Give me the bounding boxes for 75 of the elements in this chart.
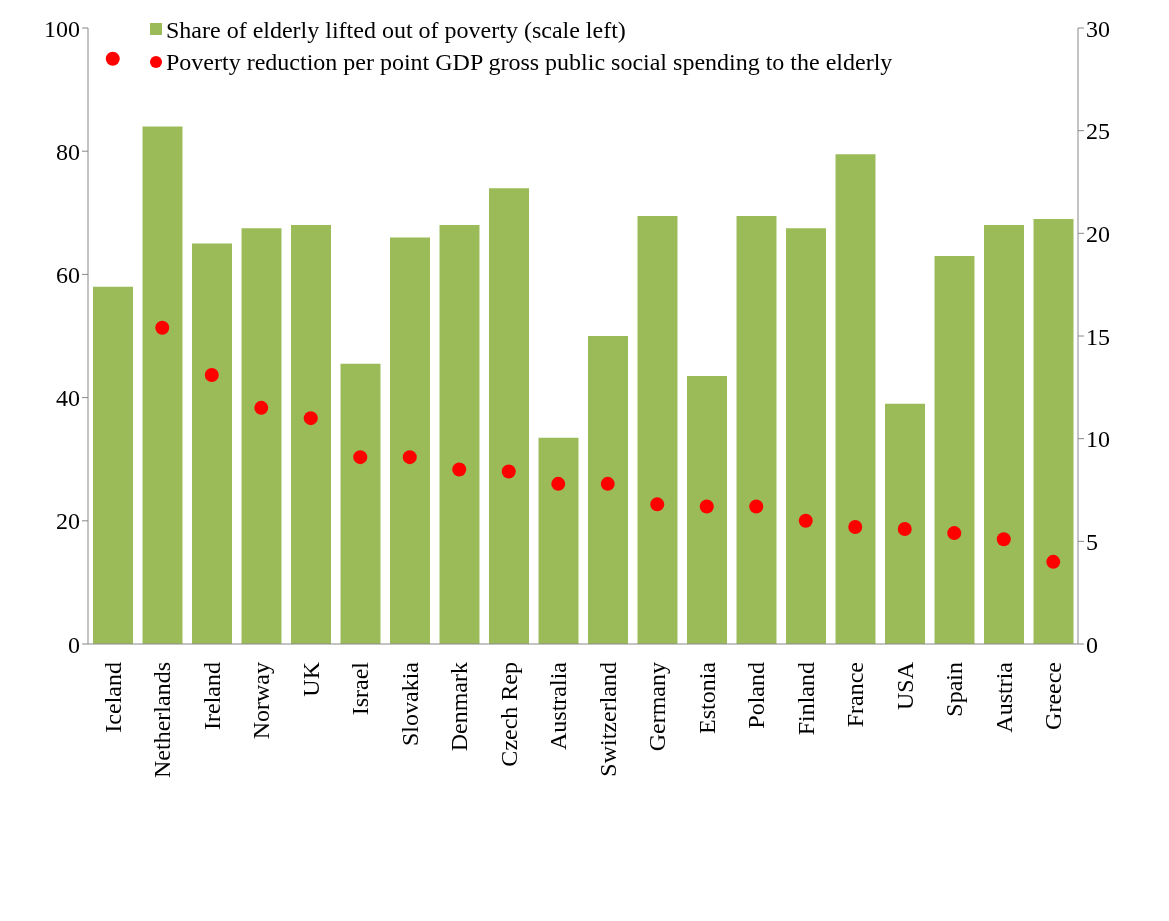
y2-tick-label: 25: [1086, 118, 1110, 145]
y2-tick-label: 10: [1086, 426, 1110, 453]
x-tick-label: Norway: [248, 662, 275, 740]
point: [996, 532, 1011, 547]
bar: [241, 228, 282, 644]
point: [254, 400, 269, 415]
y-tick-label: 40: [56, 385, 80, 412]
y-tick-label: 20: [56, 508, 80, 535]
bar: [588, 336, 628, 644]
bar: [291, 225, 331, 644]
y2-tick-label: 30: [1086, 15, 1110, 42]
bar: [835, 154, 876, 644]
x-tick-label: Australia: [545, 661, 572, 750]
point: [452, 462, 467, 477]
bar: [93, 286, 133, 644]
x-tick-label: Finland: [792, 662, 819, 736]
y2-tick-label: 0: [1086, 631, 1098, 658]
x-tick-label: Netherlands: [149, 662, 176, 778]
bar: [637, 215, 678, 644]
point: [798, 513, 813, 528]
point: [699, 499, 714, 514]
bar: [340, 363, 381, 644]
bar: [736, 215, 777, 644]
point: [353, 450, 368, 465]
bar: [984, 225, 1024, 644]
x-tick-label: Austria: [990, 661, 1017, 733]
bar: [1033, 218, 1074, 644]
y2-tick-label: 15: [1086, 323, 1110, 350]
x-tick-label: Switzerland: [594, 662, 621, 777]
x-tick-label: Denmark: [446, 662, 473, 752]
x-tick-label: Iceland: [99, 662, 126, 733]
y2-tick-label: 20: [1086, 220, 1110, 247]
y-tick-label: 80: [56, 138, 80, 165]
point: [303, 411, 318, 426]
x-tick-label: Estonia: [693, 661, 720, 734]
point: [551, 476, 566, 491]
bar: [687, 376, 727, 644]
point: [947, 526, 962, 541]
y2-tick-label: 5: [1086, 528, 1098, 555]
bar: [489, 188, 529, 644]
bar: [439, 225, 480, 644]
x-tick-label: Spain: [941, 662, 968, 717]
point: [600, 476, 615, 491]
x-tick-label: Poland: [743, 662, 770, 729]
x-tick-label: France: [842, 662, 869, 728]
bar: [934, 255, 975, 644]
bar: [786, 228, 826, 644]
bar: [192, 243, 232, 644]
x-tick-label: Ireland: [198, 662, 225, 730]
point: [204, 368, 219, 383]
x-tick-label: USA: [891, 661, 918, 711]
bar: [538, 437, 579, 644]
y-tick-label: 0: [68, 631, 80, 658]
point: [897, 522, 912, 537]
y-tick-label: 60: [56, 261, 80, 288]
point: [402, 450, 417, 465]
point: [650, 497, 665, 512]
point: [155, 320, 170, 335]
point: [501, 464, 516, 479]
bar: [142, 126, 183, 644]
legend-label: Share of elderly lifted out of poverty (scale left): [166, 16, 626, 44]
point: [105, 51, 120, 66]
x-tick-label: Greece: [1040, 662, 1067, 730]
legend-label: Poverty reduction per point GDP gross public social spending to the elderly: [166, 48, 893, 76]
x-tick-label: Czech Rep: [495, 662, 522, 767]
bar: [390, 237, 430, 644]
x-tick-label: Germany: [644, 662, 671, 752]
point: [848, 519, 863, 534]
x-tick-label: UK: [297, 661, 324, 697]
point: [1046, 554, 1061, 569]
x-tick-label: Israel: [347, 661, 374, 716]
y-tick-label: 100: [44, 15, 80, 42]
bar: [885, 403, 925, 644]
point: [749, 499, 764, 514]
x-tick-label: Slovakia: [396, 661, 423, 746]
